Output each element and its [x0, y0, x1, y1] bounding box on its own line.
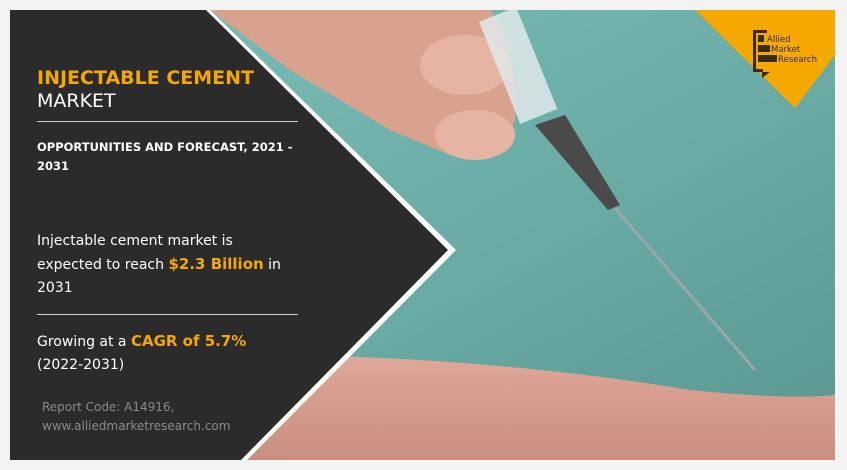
infographic-card: Allied Market Research INJECTABLE CEMENT… — [10, 10, 835, 460]
stat-text: Growing at a — [37, 334, 131, 350]
divider — [37, 314, 298, 315]
needle-hub — [535, 115, 620, 210]
needle — [613, 207, 757, 371]
subtitle: OPPORTUNITIES AND FORECAST, 2021 - 2031 — [37, 140, 293, 173]
website-url: www.alliedmarketresearch.com — [42, 419, 231, 433]
stat-text: Injectable cement market is expected to … — [37, 233, 233, 273]
stat-text: in 2031 — [37, 257, 281, 296]
title-rest: MARKET — [37, 90, 116, 112]
svg-text:Research: Research — [778, 55, 817, 65]
market-size-stat: Injectable cement market is expected to … — [37, 230, 302, 300]
allied-market-research-logo: Allied Market Research — [695, 10, 835, 108]
cagr-stat: Growing at a CAGR of 5.7% (2022-2031) — [37, 330, 302, 377]
svg-text:Market: Market — [771, 45, 801, 55]
report-code: Report Code: A14916, — [42, 400, 175, 414]
footer: Report Code: A14916, www.alliedmarketrese… — [42, 398, 230, 436]
svg-text:Allied: Allied — [767, 35, 791, 45]
dark-panel — [10, 10, 456, 460]
cagr-value: CAGR of 5.7% — [130, 332, 247, 350]
stat-text: (2022-2031) — [37, 357, 125, 373]
title-highlight: INJECTABLE CEMENT — [37, 67, 255, 89]
market-value: $2.3 Billion — [168, 255, 264, 273]
syringe-barrel — [478, 10, 558, 124]
divider — [37, 121, 298, 122]
skin — [240, 355, 835, 460]
